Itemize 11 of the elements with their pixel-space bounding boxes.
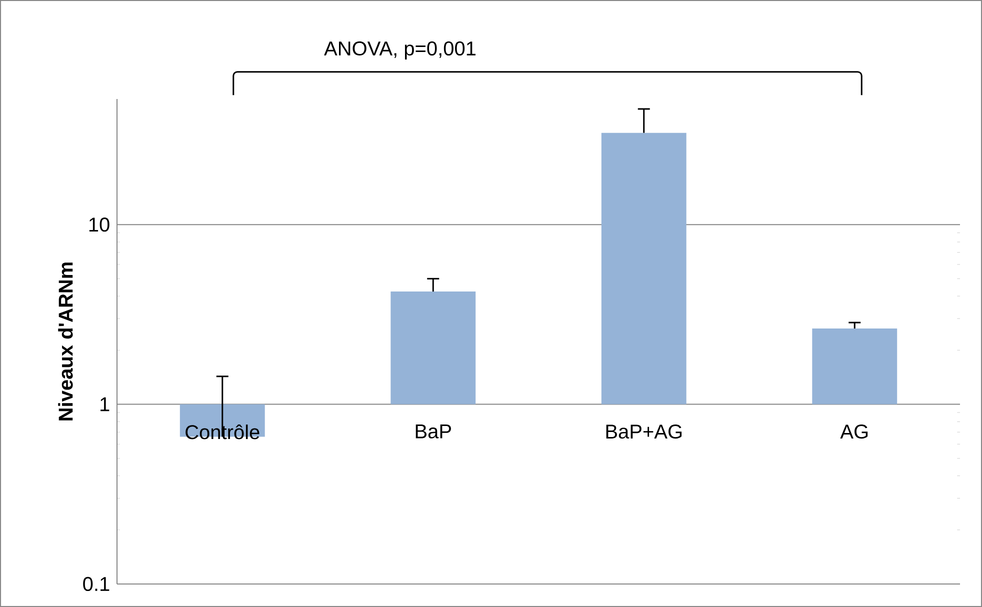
y-tick-label: 0.1	[83, 576, 110, 592]
x-tick-label: BaP+AG	[606, 424, 682, 439]
x-tick-label: BaP	[416, 424, 451, 438]
bar	[812, 328, 898, 404]
bar	[390, 292, 476, 404]
text: ANOVA, p=0,001	[324, 41, 476, 60]
y-tick-label: 1	[100, 397, 110, 412]
y-axis-title: Niveaux d'ARNm	[58, 262, 73, 420]
y-tick-label: 10	[89, 218, 110, 232]
bar	[601, 132, 686, 404]
x-tick-label: AG	[840, 424, 868, 439]
